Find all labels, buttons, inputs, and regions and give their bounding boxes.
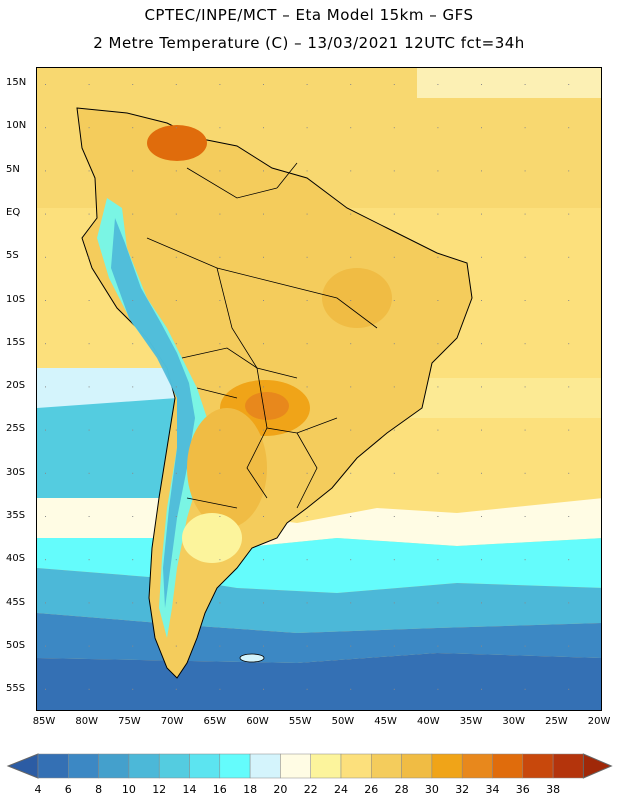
colorbar-label: 10: [121, 783, 136, 796]
colorbar-under-arrow: [6, 753, 39, 779]
colorbar-swatch: [37, 753, 69, 779]
colorbar-label: 24: [334, 783, 348, 796]
lat-label-5s: 5S: [6, 250, 19, 262]
lon-label-20w: 20W: [587, 716, 611, 727]
lon-label-45w: 45W: [374, 716, 397, 727]
colorbar-swatch: [340, 753, 372, 779]
colorbar-swatch: [431, 753, 463, 779]
colorbar-label: 18: [243, 783, 258, 796]
colorbar-label: 38: [546, 783, 561, 796]
lon-label-70w: 70W: [160, 716, 184, 727]
lat-label-40s: 40S: [6, 553, 26, 565]
lon-label-55w: 55W: [288, 716, 312, 727]
colorbar-label: 20: [273, 783, 288, 796]
colorbar-swatch: [98, 753, 130, 779]
lon-label-75w: 75W: [118, 716, 141, 727]
colorbar-swatch: [158, 753, 190, 779]
colorbar-swatch: [68, 753, 99, 779]
colorbar-swatch: [552, 753, 584, 779]
colorbar-label: 8: [95, 783, 103, 796]
colorbar-label: 4: [34, 783, 42, 796]
temperature-map: [36, 67, 602, 711]
colorbar-label: 14: [182, 783, 197, 796]
colorbar-swatch: [371, 753, 402, 779]
colorbar-swatch: [492, 753, 524, 779]
lat-label-eq: EQ: [6, 206, 21, 218]
colorbar-swatch: [522, 753, 554, 779]
lat-label-30s: 30S: [6, 466, 26, 478]
colorbar-label: 12: [152, 783, 167, 796]
lon-label-25w: 25W: [545, 716, 568, 727]
colorbar-label: 34: [485, 783, 500, 796]
colorbar: [6, 753, 613, 779]
colorbar-swatch: [280, 753, 311, 779]
lon-label-80w: 80W: [75, 716, 98, 727]
lat-label-15s: 15S: [6, 336, 26, 348]
map-canvas: [37, 68, 601, 710]
lat-label-35s: 35S: [6, 510, 26, 521]
graticule: [37, 68, 601, 710]
map-title: CPTEC/INPE/MCT – Eta Model 15km – GFS: [144, 6, 474, 24]
lat-label-5n: 5N: [6, 163, 20, 175]
lon-label-50w: 50W: [331, 716, 355, 727]
colorbar-over-arrow: [582, 753, 613, 779]
lon-label-60w: 60W: [246, 716, 269, 727]
lon-label-35w: 35W: [459, 716, 483, 727]
colorbar-swatch: [401, 753, 433, 779]
colorbar-swatch: [128, 753, 160, 779]
colorbar-swatch: [249, 753, 281, 779]
lat-label-50s: 50S: [6, 639, 26, 651]
colorbar-label: 32: [455, 783, 470, 796]
lat-label-15n: 15N: [6, 77, 27, 88]
lat-label-10s: 10S: [6, 293, 26, 305]
colorbar-swatch: [310, 753, 342, 779]
lat-label-20s: 20S: [6, 380, 26, 392]
colorbar-label: 22: [303, 783, 318, 796]
lat-label-55s: 55S: [6, 683, 26, 695]
colorbar-swatch: [219, 753, 251, 779]
lon-label-65w: 65W: [203, 716, 227, 727]
lat-label-45s: 45S: [6, 596, 26, 608]
lon-label-85w: 85W: [32, 716, 56, 727]
map-subtitle: 2 Metre Temperature (C) – 13/03/2021 12U…: [93, 34, 525, 52]
colorbar-label: 30: [424, 783, 439, 796]
colorbar-swatch: [461, 753, 493, 779]
colorbar-label: 26: [364, 783, 379, 796]
lat-label-10n: 10N: [6, 120, 27, 132]
lat-label-25s: 25S: [6, 423, 26, 435]
colorbar-label: 6: [64, 783, 72, 796]
colorbar-label: 16: [212, 783, 227, 796]
colorbar-label: 36: [515, 783, 530, 796]
lon-label-40w: 40W: [416, 716, 440, 727]
lon-label-30w: 30W: [502, 716, 525, 727]
colorbar-label: 28: [394, 783, 409, 796]
colorbar-swatch: [189, 753, 221, 779]
